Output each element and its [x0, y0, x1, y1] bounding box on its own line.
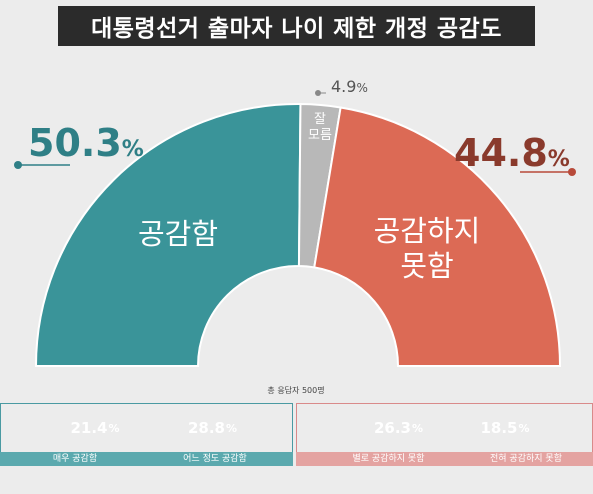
disagree-slice	[313, 106, 562, 367]
agree-breakdown-label-row: 매우 공감함 어느 정도 공감함	[0, 452, 293, 466]
disagree-percent-unit: %	[547, 147, 570, 172]
somewhat-disagree-unit: %	[411, 421, 424, 435]
somewhat-disagree-bar: 26.3%	[336, 410, 461, 446]
somewhat-disagree-value: 26.3	[373, 419, 411, 437]
somewhat-disagree-label: 별로 공감하지 못함	[352, 454, 425, 464]
chart-title: 대통령선거 출마자 나이 제한 개정 공감도	[58, 6, 535, 46]
somewhat-agree-label: 어느 정도 공감함	[183, 454, 247, 464]
strongly-agree-unit: %	[108, 421, 120, 435]
unknown-slice-label: 잘 모름	[300, 112, 340, 145]
unknown-slice-label-line1: 잘	[314, 112, 326, 127]
somewhat-agree-bar: 28.8%	[145, 410, 280, 446]
disagree-percent-value: 44.8	[454, 131, 548, 175]
agree-slice	[34, 103, 302, 367]
strongly-agree-value: 21.4	[70, 419, 108, 437]
disagree-slice-label: 공감하지 못함	[352, 214, 502, 284]
strongly-disagree-bar: 18.5%	[461, 410, 549, 446]
agree-leader-dot	[14, 161, 22, 169]
unknown-percent: 4.9%	[331, 79, 368, 95]
disagree-slice-label-line2: 못함	[400, 248, 454, 283]
unknown-slice-label-line2: 모름	[308, 128, 332, 144]
somewhat-agree-value: 28.8	[187, 419, 225, 437]
agree-slice-label: 공감함	[137, 217, 219, 251]
respondent-count: 총 응답자 500명	[267, 386, 325, 395]
strongly-agree-label: 매우 공감함	[52, 454, 98, 464]
agree-percent-unit: %	[121, 137, 144, 162]
disagree-percent: 44.8%	[454, 134, 570, 172]
agree-percent-value: 50.3	[28, 121, 122, 165]
unknown-leader-dot	[315, 90, 321, 96]
disagree-slice-label-line1: 공감하지	[373, 214, 481, 248]
strongly-disagree-value: 18.5	[480, 419, 518, 437]
strongly-agree-bar: 21.4%	[45, 410, 145, 446]
strongly-disagree-unit: %	[518, 421, 530, 435]
agree-percent: 50.3%	[28, 124, 144, 162]
disagree-breakdown-label-row: 별로 공감하지 못함 전혀 공감하지 못함	[296, 452, 593, 466]
strongly-disagree-label: 전혀 공감하지 못함	[490, 454, 562, 464]
disagree-leader-dot	[568, 168, 576, 176]
unknown-percent-unit: %	[356, 81, 368, 95]
somewhat-agree-unit: %	[225, 421, 238, 435]
unknown-percent-value: 4.9	[331, 77, 357, 96]
